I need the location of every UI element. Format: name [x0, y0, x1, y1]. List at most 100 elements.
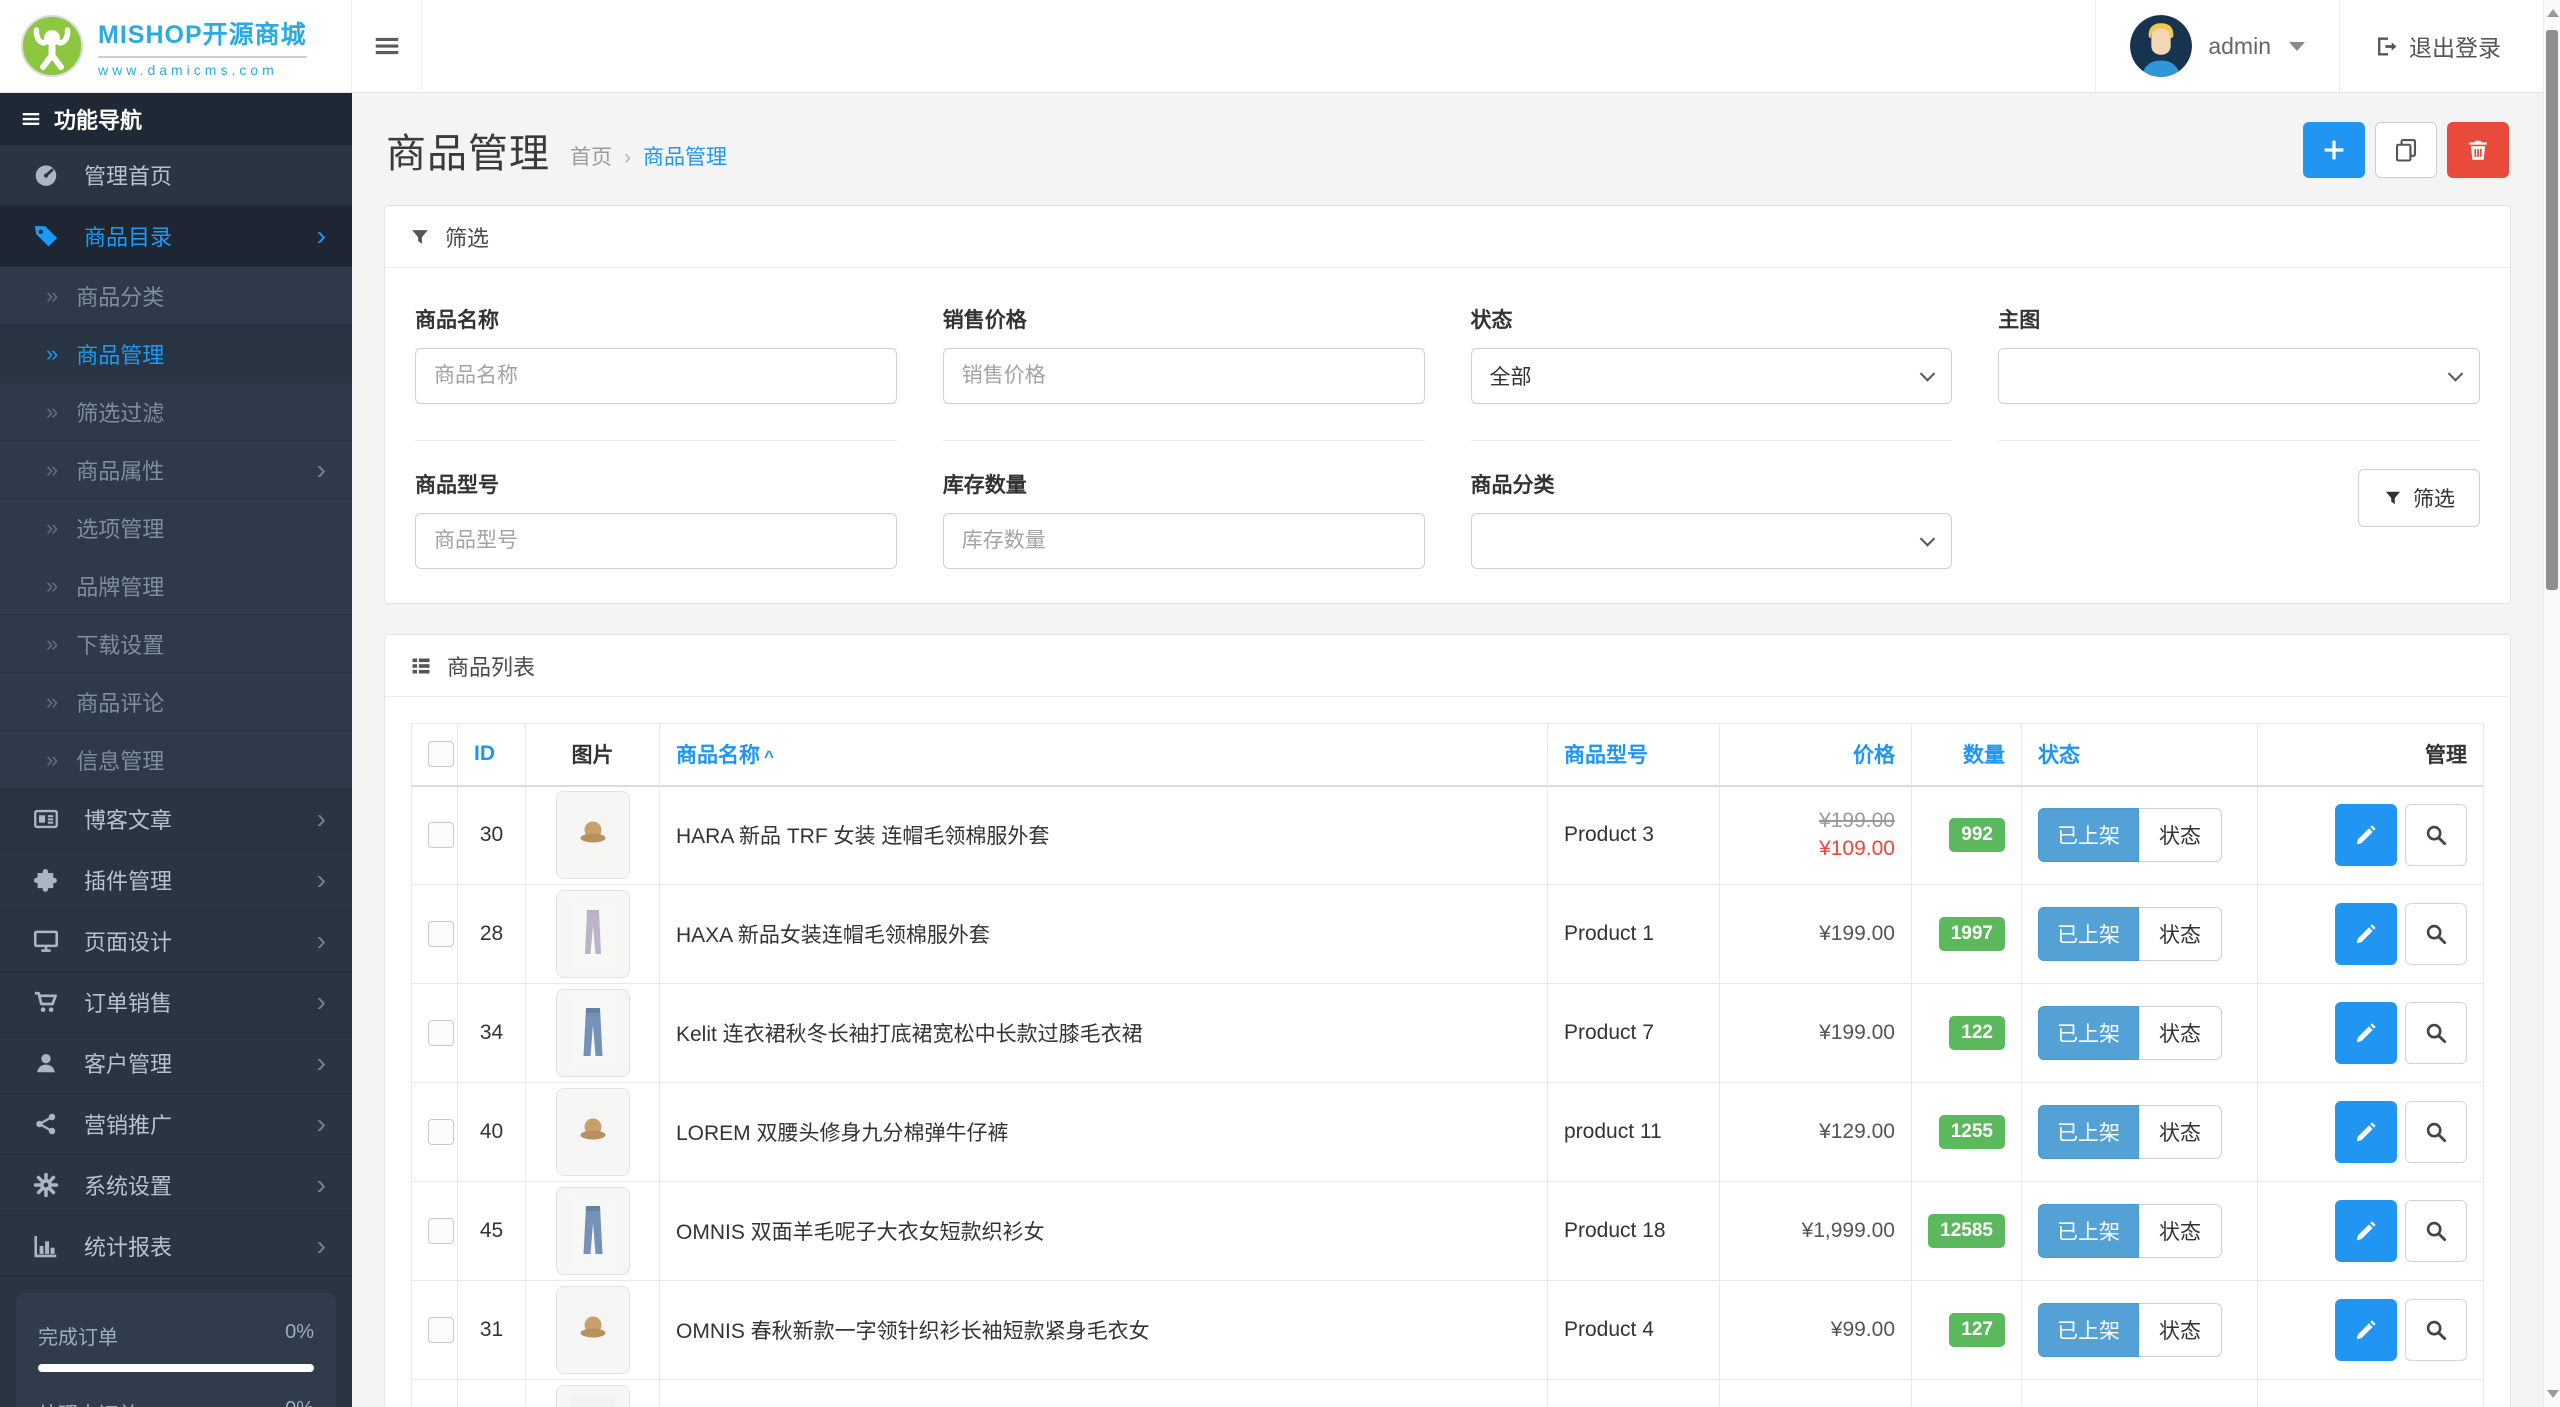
search-icon [2423, 1317, 2449, 1343]
desktop-icon [30, 927, 62, 955]
column-header-商品型号[interactable]: 商品型号 [1547, 723, 1720, 787]
scrollbar-up-arrow[interactable] [2547, 9, 2559, 17]
cell-product-name: Kelit 连衣裙秋冬长袖打底裙宽松中长款过膝毛衣裙 [659, 983, 1548, 1083]
status-select[interactable]: 全部 [1470, 348, 1953, 404]
vertical-scrollbar[interactable] [2543, 0, 2560, 1407]
product-category-select[interactable] [1470, 513, 1953, 569]
sidebar-item-order[interactable]: 订单销售 › [0, 972, 352, 1033]
row-checkbox[interactable] [428, 1020, 454, 1046]
sidebar-subitem-filter[interactable]: » 筛选过滤 [0, 383, 352, 441]
status-on-button[interactable]: 已上架 [2038, 1204, 2139, 1258]
row-checkbox[interactable] [428, 1218, 454, 1244]
status-on-button[interactable]: 已上架 [2038, 808, 2139, 863]
edit-button[interactable] [2335, 1299, 2397, 1361]
sidebar-subitem-info[interactable]: » 信息管理 [0, 731, 352, 789]
breadcrumb-current[interactable]: 商品管理 [643, 146, 727, 169]
status-toggle-button[interactable]: 状态 [2139, 1105, 2222, 1159]
status-on-button[interactable]: 已上架 [2038, 907, 2139, 961]
pencil-icon [2353, 1020, 2379, 1046]
sidebar-item-home[interactable]: 管理首页 [0, 145, 352, 206]
sidebar-item-plugin[interactable]: 插件管理 › [0, 850, 352, 911]
copy-product-button[interactable] [2375, 122, 2437, 178]
sidebar-item-blog[interactable]: 博客文章 › [0, 789, 352, 850]
status-on-button[interactable]: 已上架 [2038, 1105, 2139, 1159]
cell-quantity [1911, 1379, 2022, 1407]
edit-button[interactable] [2335, 903, 2397, 965]
edit-button[interactable] [2335, 1101, 2397, 1163]
cell-image [525, 785, 660, 885]
product-name-input[interactable] [415, 348, 897, 404]
sidebar-subitem-label: 商品属性 [76, 458, 165, 484]
logout-button[interactable]: 退出登录 [2339, 0, 2543, 92]
view-button[interactable] [2405, 1299, 2467, 1361]
sidebar-item-label: 订单销售 [84, 991, 173, 1016]
product-image [555, 791, 630, 880]
status-toggle-group: 已上架 状态 [2038, 1006, 2222, 1060]
column-header-数量[interactable]: 数量 [1911, 723, 2022, 787]
sidebar-item-catalog[interactable]: 商品目录 › [0, 206, 352, 267]
sidebar-subitem-product[interactable]: » 商品管理 [0, 325, 352, 383]
status-toggle-button[interactable]: 状态 [2139, 907, 2222, 961]
stock-qty-input[interactable] [942, 513, 1425, 569]
column-header-ID[interactable]: ID [457, 723, 526, 787]
status-toggle-button[interactable]: 状态 [2139, 1006, 2222, 1060]
cell-product-name: HARA 新品 TRF 女装 连帽毛领棉服外套 [659, 785, 1548, 885]
brand-logo[interactable]: MISHOP开源商城 www.damicms.com [0, 0, 352, 92]
product-model-input[interactable] [415, 513, 897, 569]
sidebar-item-customer[interactable]: 客户管理 › [0, 1033, 352, 1094]
edit-button[interactable] [2335, 1200, 2397, 1262]
status-toggle-button[interactable]: 状态 [2139, 808, 2222, 863]
edit-button[interactable] [2335, 804, 2397, 867]
column-header-状态[interactable]: 状态 [2021, 723, 2258, 787]
delete-product-button[interactable] [2447, 122, 2509, 178]
row-checkbox[interactable] [428, 1317, 454, 1343]
sidebar-subitem-attribute[interactable]: » 商品属性 › [0, 441, 352, 499]
chevron-right-icon: › [316, 1169, 326, 1200]
status-on-button[interactable]: 已上架 [2038, 1006, 2139, 1060]
filter-submit-button[interactable]: 筛选 [2358, 469, 2480, 527]
filter-field-label: 销售价格 [942, 309, 1027, 332]
status-on-button[interactable]: 已上架 [2038, 1303, 2139, 1357]
view-button[interactable] [2405, 1101, 2467, 1163]
status-toggle-button[interactable]: 状态 [2139, 1204, 2222, 1258]
chevron-right-icon: › [316, 864, 326, 895]
sidebar-toggle-button[interactable] [352, 0, 422, 92]
breadcrumb-home[interactable]: 首页 [570, 146, 612, 169]
cell-image [525, 1280, 660, 1380]
row-checkbox[interactable] [428, 921, 454, 947]
view-button[interactable] [2405, 804, 2467, 867]
sidebar-subitem-option[interactable]: » 选项管理 [0, 499, 352, 557]
sidebar-item-label: 统计报表 [84, 1235, 173, 1260]
status-toggle-button[interactable]: 状态 [2139, 1303, 2222, 1357]
row-checkbox[interactable] [428, 1119, 454, 1145]
scrollbar-thumb[interactable] [2546, 30, 2558, 590]
view-button[interactable] [2405, 903, 2467, 965]
sidebar-subitem-download[interactable]: » 下载设置 [0, 615, 352, 673]
sidebar-item-system[interactable]: 系统设置 › [0, 1155, 352, 1216]
sidebar-item-stats[interactable]: 统计报表 › [0, 1216, 352, 1277]
search-icon [2423, 1020, 2449, 1046]
sidebar-subitem-brand[interactable]: » 品牌管理 [0, 557, 352, 615]
add-product-button[interactable] [2303, 122, 2365, 178]
cell-manage [2257, 1280, 2484, 1380]
sale-price-input[interactable] [942, 348, 1425, 404]
sidebar-subitem-label: 信息管理 [76, 748, 165, 774]
cell-product-model: Product 7 [1547, 983, 1720, 1083]
user-menu[interactable]: admin [2095, 0, 2339, 92]
sidebar-item-page-design[interactable]: 页面设计 › [0, 911, 352, 972]
view-button[interactable] [2405, 1002, 2467, 1064]
nav-header-label: 功能导航 [54, 108, 143, 133]
dashboard-icon [30, 161, 62, 189]
sidebar-subitem-category[interactable]: » 商品分类 [0, 267, 352, 325]
edit-button[interactable] [2335, 1002, 2397, 1064]
column-header-商品名称[interactable]: 商品名称 ^ [659, 723, 1548, 787]
column-header-价格[interactable]: 价格 [1719, 723, 1912, 787]
main-image-select[interactable] [1998, 348, 2480, 404]
progress-row: 处理中订单 0% [38, 1398, 314, 1407]
select-all-checkbox[interactable] [428, 741, 454, 768]
sidebar-item-marketing[interactable]: 营销推广 › [0, 1094, 352, 1155]
view-button[interactable] [2405, 1200, 2467, 1262]
scrollbar-down-arrow[interactable] [2547, 1390, 2559, 1398]
sidebar-subitem-review[interactable]: » 商品评论 [0, 673, 352, 731]
row-checkbox[interactable] [428, 822, 454, 849]
